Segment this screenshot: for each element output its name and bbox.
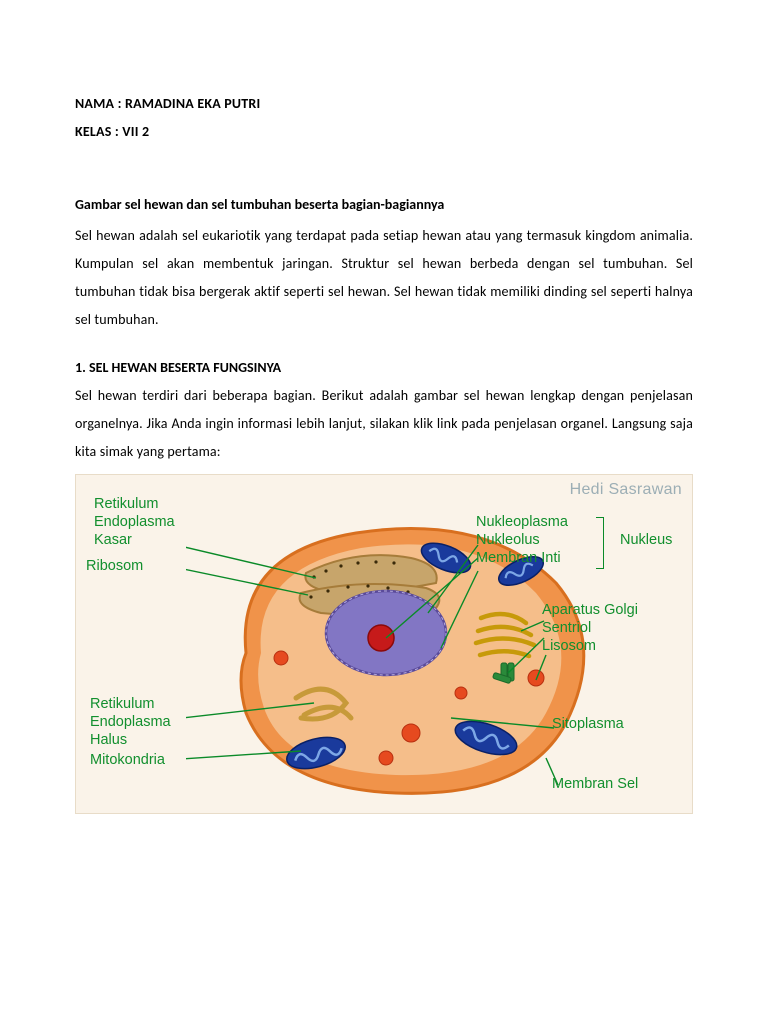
student-name: NAMA : RAMADINA EKA PUTRI [75,90,693,118]
diagram-label: Halus [90,733,127,748]
section-1-paragraph: Sel hewan terdiri dari beberapa bagian. … [75,382,693,466]
diagram-label: Nukleus [620,533,672,548]
intro-paragraph: Sel hewan adalah sel eukariotik yang ter… [75,222,693,334]
diagram-label: Retikulum [90,697,154,712]
diagram-label: Mitokondria [90,753,165,768]
diagram-label: Retikulum [94,497,158,512]
document-subtitle: Gambar sel hewan dan sel tumbuhan besert… [75,194,693,216]
cell-diagram: Hedi Sasrawan [75,474,693,814]
diagram-label: Endoplasma [90,715,171,730]
diagram-label: Membran Sel [552,777,638,792]
diagram-label: Sentriol [542,621,591,636]
diagram-label: Nukleoplasma [476,515,568,530]
student-class: KELAS : VII 2 [75,118,693,146]
diagram-label: Membran Inti [476,551,561,566]
diagram-label: Aparatus Golgi [542,603,638,618]
diagram-label: Nukleolus [476,533,540,548]
diagram-label: Lisosom [542,639,596,654]
diagram-label: Kasar [94,533,132,548]
diagram-label: Endoplasma [94,515,175,530]
diagram-label: Ribosom [86,559,143,574]
section-1-title: 1. SEL HEWAN BESERTA FUNGSINYA [75,354,693,382]
diagram-attribution: Hedi Sasrawan [570,481,682,499]
diagram-label: Sitoplasma [552,717,624,732]
nucleus-bracket [596,517,604,569]
